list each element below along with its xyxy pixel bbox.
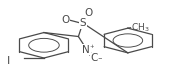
Text: N: N: [82, 45, 90, 55]
Text: S: S: [80, 18, 86, 28]
Text: C: C: [91, 53, 98, 63]
Text: $^+$: $^+$: [88, 44, 95, 53]
Text: O: O: [85, 8, 93, 18]
Text: I: I: [7, 56, 10, 66]
Text: CH$_3$: CH$_3$: [131, 21, 150, 34]
Text: $^-$: $^-$: [96, 55, 103, 64]
Text: O: O: [61, 15, 69, 25]
